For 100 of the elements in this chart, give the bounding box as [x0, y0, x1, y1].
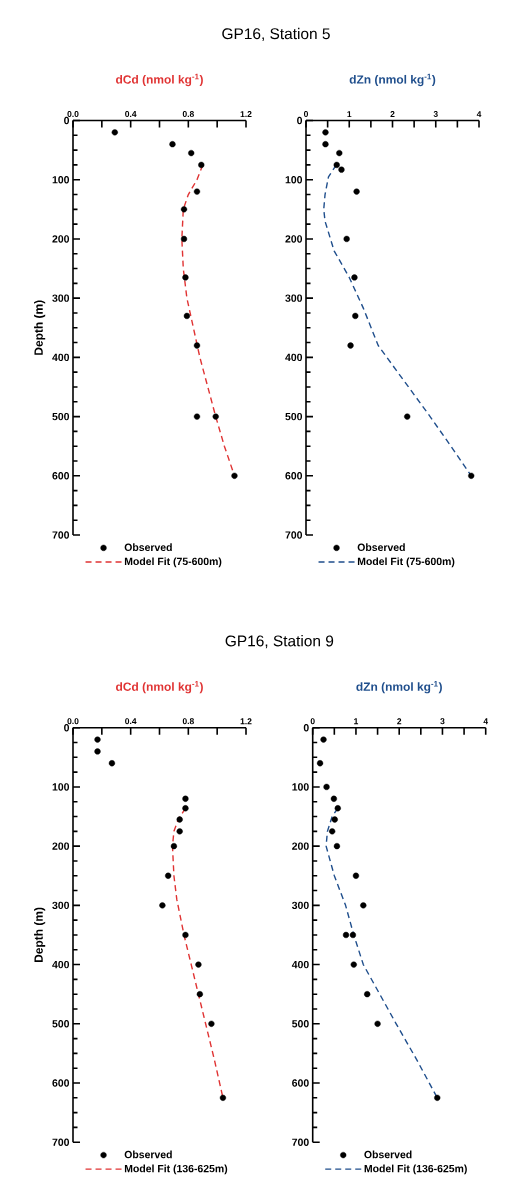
y-tick-label: 200 — [292, 842, 309, 850]
point — [374, 1020, 381, 1027]
point — [219, 1094, 227, 1101]
point — [193, 413, 201, 420]
point — [170, 843, 178, 850]
y-tick-label: 300 — [285, 294, 303, 302]
point — [320, 736, 327, 743]
x-tick-label: 0.4 — [125, 111, 137, 117]
x-tick-label: 4 — [483, 718, 489, 725]
x-tick-label: 0.0 — [67, 111, 79, 117]
legend-label: Model Fit (136-625m) — [364, 1164, 467, 1175]
x-tick-label: 0 — [310, 718, 315, 725]
point — [323, 783, 330, 791]
point — [176, 816, 183, 823]
point — [182, 274, 189, 281]
y-tick-label: 300 — [52, 294, 70, 302]
text: GP16, Station 9 — [225, 635, 334, 649]
legend-label: Model Fit (75-600m) — [357, 557, 455, 568]
x-axis-title: dCd (nmol kg$^{-1}$) — [116, 73, 203, 87]
point — [176, 828, 183, 835]
legend-label: Observed — [124, 543, 172, 552]
y-tick-label: 100 — [52, 783, 70, 791]
y-tick-label: 500 — [292, 1020, 309, 1028]
legend-label: Observed — [364, 1150, 412, 1159]
y-tick-label: 400 — [52, 353, 70, 362]
y-tick-label: 100 — [292, 783, 309, 791]
point — [159, 902, 166, 909]
point — [180, 235, 188, 243]
point — [333, 161, 340, 169]
y-tick-label: 400 — [291, 960, 309, 969]
chart-title: GP16, Station 5 — [222, 27, 330, 41]
point — [193, 342, 201, 349]
point — [188, 149, 195, 157]
legend-label: Model Fit (136-625m) — [124, 1164, 228, 1175]
y-tick-label: 200 — [52, 235, 70, 243]
point — [182, 795, 189, 802]
legend-label: Observed — [357, 543, 405, 552]
x-tick-label: 0.8 — [182, 111, 194, 117]
y-tick-label: 700 — [52, 531, 70, 539]
point — [349, 931, 357, 939]
point — [231, 472, 238, 479]
point — [195, 961, 202, 968]
x-axis-title: dZn (nmol kg$^{-1}$) — [349, 73, 436, 87]
point — [352, 312, 359, 320]
y-tick-label: 300 — [291, 901, 309, 910]
point — [342, 931, 350, 939]
point — [347, 342, 354, 349]
point — [183, 312, 190, 320]
x-axis-title: dCd (nmol kg$^{-1}$) — [116, 681, 203, 694]
x-axis-title: dZn (nmol kg$^{-1}$) — [356, 680, 442, 694]
point — [169, 141, 176, 148]
point — [329, 828, 336, 835]
point — [198, 161, 205, 169]
point — [316, 760, 324, 767]
point — [212, 413, 219, 420]
point — [338, 166, 345, 173]
point — [331, 816, 338, 823]
y-tick-label: 500 — [52, 412, 70, 421]
point — [94, 736, 101, 743]
x-tick-label: 1.2 — [240, 111, 252, 117]
point — [182, 805, 189, 812]
y-tick-label: 700 — [52, 1138, 70, 1146]
point — [180, 206, 188, 213]
y-tick-label: 0 — [303, 724, 309, 732]
y-tick-label: 200 — [52, 842, 70, 850]
y-tick-label: 500 — [52, 1020, 70, 1028]
point — [434, 1094, 441, 1101]
point — [343, 235, 350, 243]
point — [334, 805, 341, 812]
point — [352, 872, 360, 879]
point — [322, 141, 329, 148]
y-tick-label: 400 — [285, 353, 303, 362]
x-tick-label: 4 — [476, 111, 482, 117]
point — [94, 748, 101, 755]
y-tick-label: 0 — [64, 724, 70, 732]
y-tick-label: 600 — [52, 472, 70, 480]
y-tick-label: 600 — [292, 1079, 309, 1087]
point — [196, 991, 203, 998]
x-tick-label: 3 — [440, 718, 445, 725]
y-tick-label: 500 — [285, 412, 303, 421]
x-tick-label: 0.8 — [182, 718, 194, 725]
x-tick-label: 1.2 — [240, 718, 252, 725]
point — [111, 129, 118, 136]
point — [468, 472, 475, 479]
point — [404, 413, 411, 420]
x-tick-label: 2 — [397, 718, 402, 725]
y-tick-label: 200 — [285, 235, 303, 243]
point — [208, 1020, 215, 1027]
x-tick-label: 1 — [354, 718, 359, 725]
y-tick-label: 700 — [292, 1138, 309, 1146]
point — [322, 129, 329, 136]
y-tick-label: 100 — [52, 176, 70, 184]
x-tick-label: 3 — [433, 110, 438, 117]
y-axis-title: Depth (m) — [34, 300, 46, 355]
point — [165, 872, 172, 879]
y-axis-title: Depth (m) — [34, 907, 46, 963]
point — [108, 760, 116, 767]
y-tick-label: 400 — [52, 960, 70, 969]
y-tick-label: 600 — [285, 472, 303, 480]
legend-label: Model Fit (75-600m) — [124, 557, 222, 568]
